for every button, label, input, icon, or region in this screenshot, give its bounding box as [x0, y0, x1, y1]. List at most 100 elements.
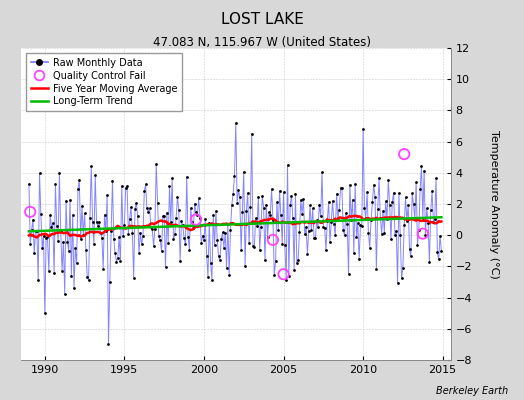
- Point: [246, 204, 255, 210]
- Text: Berkeley Earth: Berkeley Earth: [436, 386, 508, 396]
- Point: [425, 259, 434, 266]
- Point: [406, 246, 414, 252]
- Point: [181, 241, 190, 247]
- Point: [391, 232, 399, 238]
- Point: [269, 216, 277, 223]
- Point: [208, 277, 216, 283]
- Point: [360, 204, 368, 211]
- Point: [107, 228, 115, 234]
- Point: [185, 246, 193, 253]
- Point: [96, 229, 105, 236]
- Point: [102, 228, 110, 234]
- Point: [167, 219, 175, 225]
- Point: [350, 250, 358, 256]
- Point: [434, 256, 443, 263]
- Point: [285, 273, 293, 279]
- Point: [173, 193, 182, 200]
- Point: [49, 220, 57, 226]
- Point: [128, 230, 137, 236]
- Point: [192, 209, 200, 215]
- Point: [97, 234, 106, 241]
- Point: [134, 213, 142, 219]
- Point: [402, 218, 411, 224]
- Point: [416, 186, 424, 192]
- Point: [95, 219, 103, 225]
- Point: [247, 130, 256, 137]
- Point: [70, 284, 78, 291]
- Point: [151, 225, 159, 232]
- Point: [414, 227, 423, 233]
- Point: [429, 218, 438, 225]
- Point: [187, 205, 195, 211]
- Point: [145, 205, 154, 211]
- Point: [233, 200, 242, 206]
- Point: [309, 205, 317, 212]
- Point: [310, 234, 318, 241]
- Point: [104, 341, 113, 348]
- Legend: Raw Monthly Data, Quality Control Fail, Five Year Moving Average, Long-Term Tren: Raw Monthly Data, Quality Control Fail, …: [26, 53, 182, 111]
- Point: [254, 194, 263, 200]
- Point: [304, 228, 313, 234]
- Point: [421, 232, 430, 238]
- Point: [159, 213, 167, 220]
- Point: [180, 235, 188, 241]
- Point: [329, 198, 337, 204]
- Point: [144, 209, 152, 215]
- Point: [119, 233, 127, 239]
- Point: [124, 231, 133, 237]
- Point: [389, 190, 398, 196]
- Point: [408, 190, 417, 196]
- Point: [219, 229, 227, 236]
- Point: [307, 227, 315, 233]
- Point: [67, 273, 75, 280]
- Point: [51, 181, 60, 187]
- Point: [344, 270, 353, 277]
- Point: [149, 243, 158, 249]
- Point: [92, 219, 101, 226]
- Point: [290, 266, 298, 273]
- Point: [227, 202, 236, 208]
- Point: [55, 170, 63, 176]
- Point: [100, 212, 108, 218]
- Point: [257, 224, 265, 230]
- Point: [238, 209, 247, 216]
- Point: [319, 224, 328, 231]
- Point: [316, 213, 325, 220]
- Point: [432, 175, 440, 182]
- Point: [387, 236, 395, 242]
- Point: [191, 200, 199, 207]
- Point: [376, 214, 385, 221]
- Point: [63, 238, 72, 245]
- Point: [103, 192, 112, 198]
- Point: [431, 216, 439, 223]
- Point: [197, 240, 205, 246]
- Point: [386, 202, 394, 208]
- Point: [335, 206, 343, 213]
- Point: [400, 151, 408, 157]
- Point: [265, 209, 273, 216]
- Point: [41, 310, 49, 316]
- Point: [141, 181, 150, 188]
- Point: [184, 234, 192, 240]
- Point: [94, 223, 102, 229]
- Point: [39, 232, 48, 239]
- Point: [192, 216, 200, 223]
- Point: [69, 212, 77, 218]
- Point: [47, 224, 56, 230]
- Point: [427, 207, 435, 214]
- Point: [216, 256, 224, 263]
- Point: [343, 221, 352, 227]
- Point: [176, 258, 184, 264]
- Point: [136, 230, 145, 236]
- Point: [161, 264, 170, 270]
- Point: [242, 207, 250, 214]
- Point: [413, 242, 422, 248]
- Point: [384, 177, 392, 183]
- Point: [259, 204, 268, 211]
- Point: [152, 160, 160, 167]
- Point: [42, 235, 50, 241]
- Point: [262, 201, 270, 208]
- Point: [177, 218, 185, 224]
- Point: [312, 217, 321, 224]
- Point: [363, 189, 372, 196]
